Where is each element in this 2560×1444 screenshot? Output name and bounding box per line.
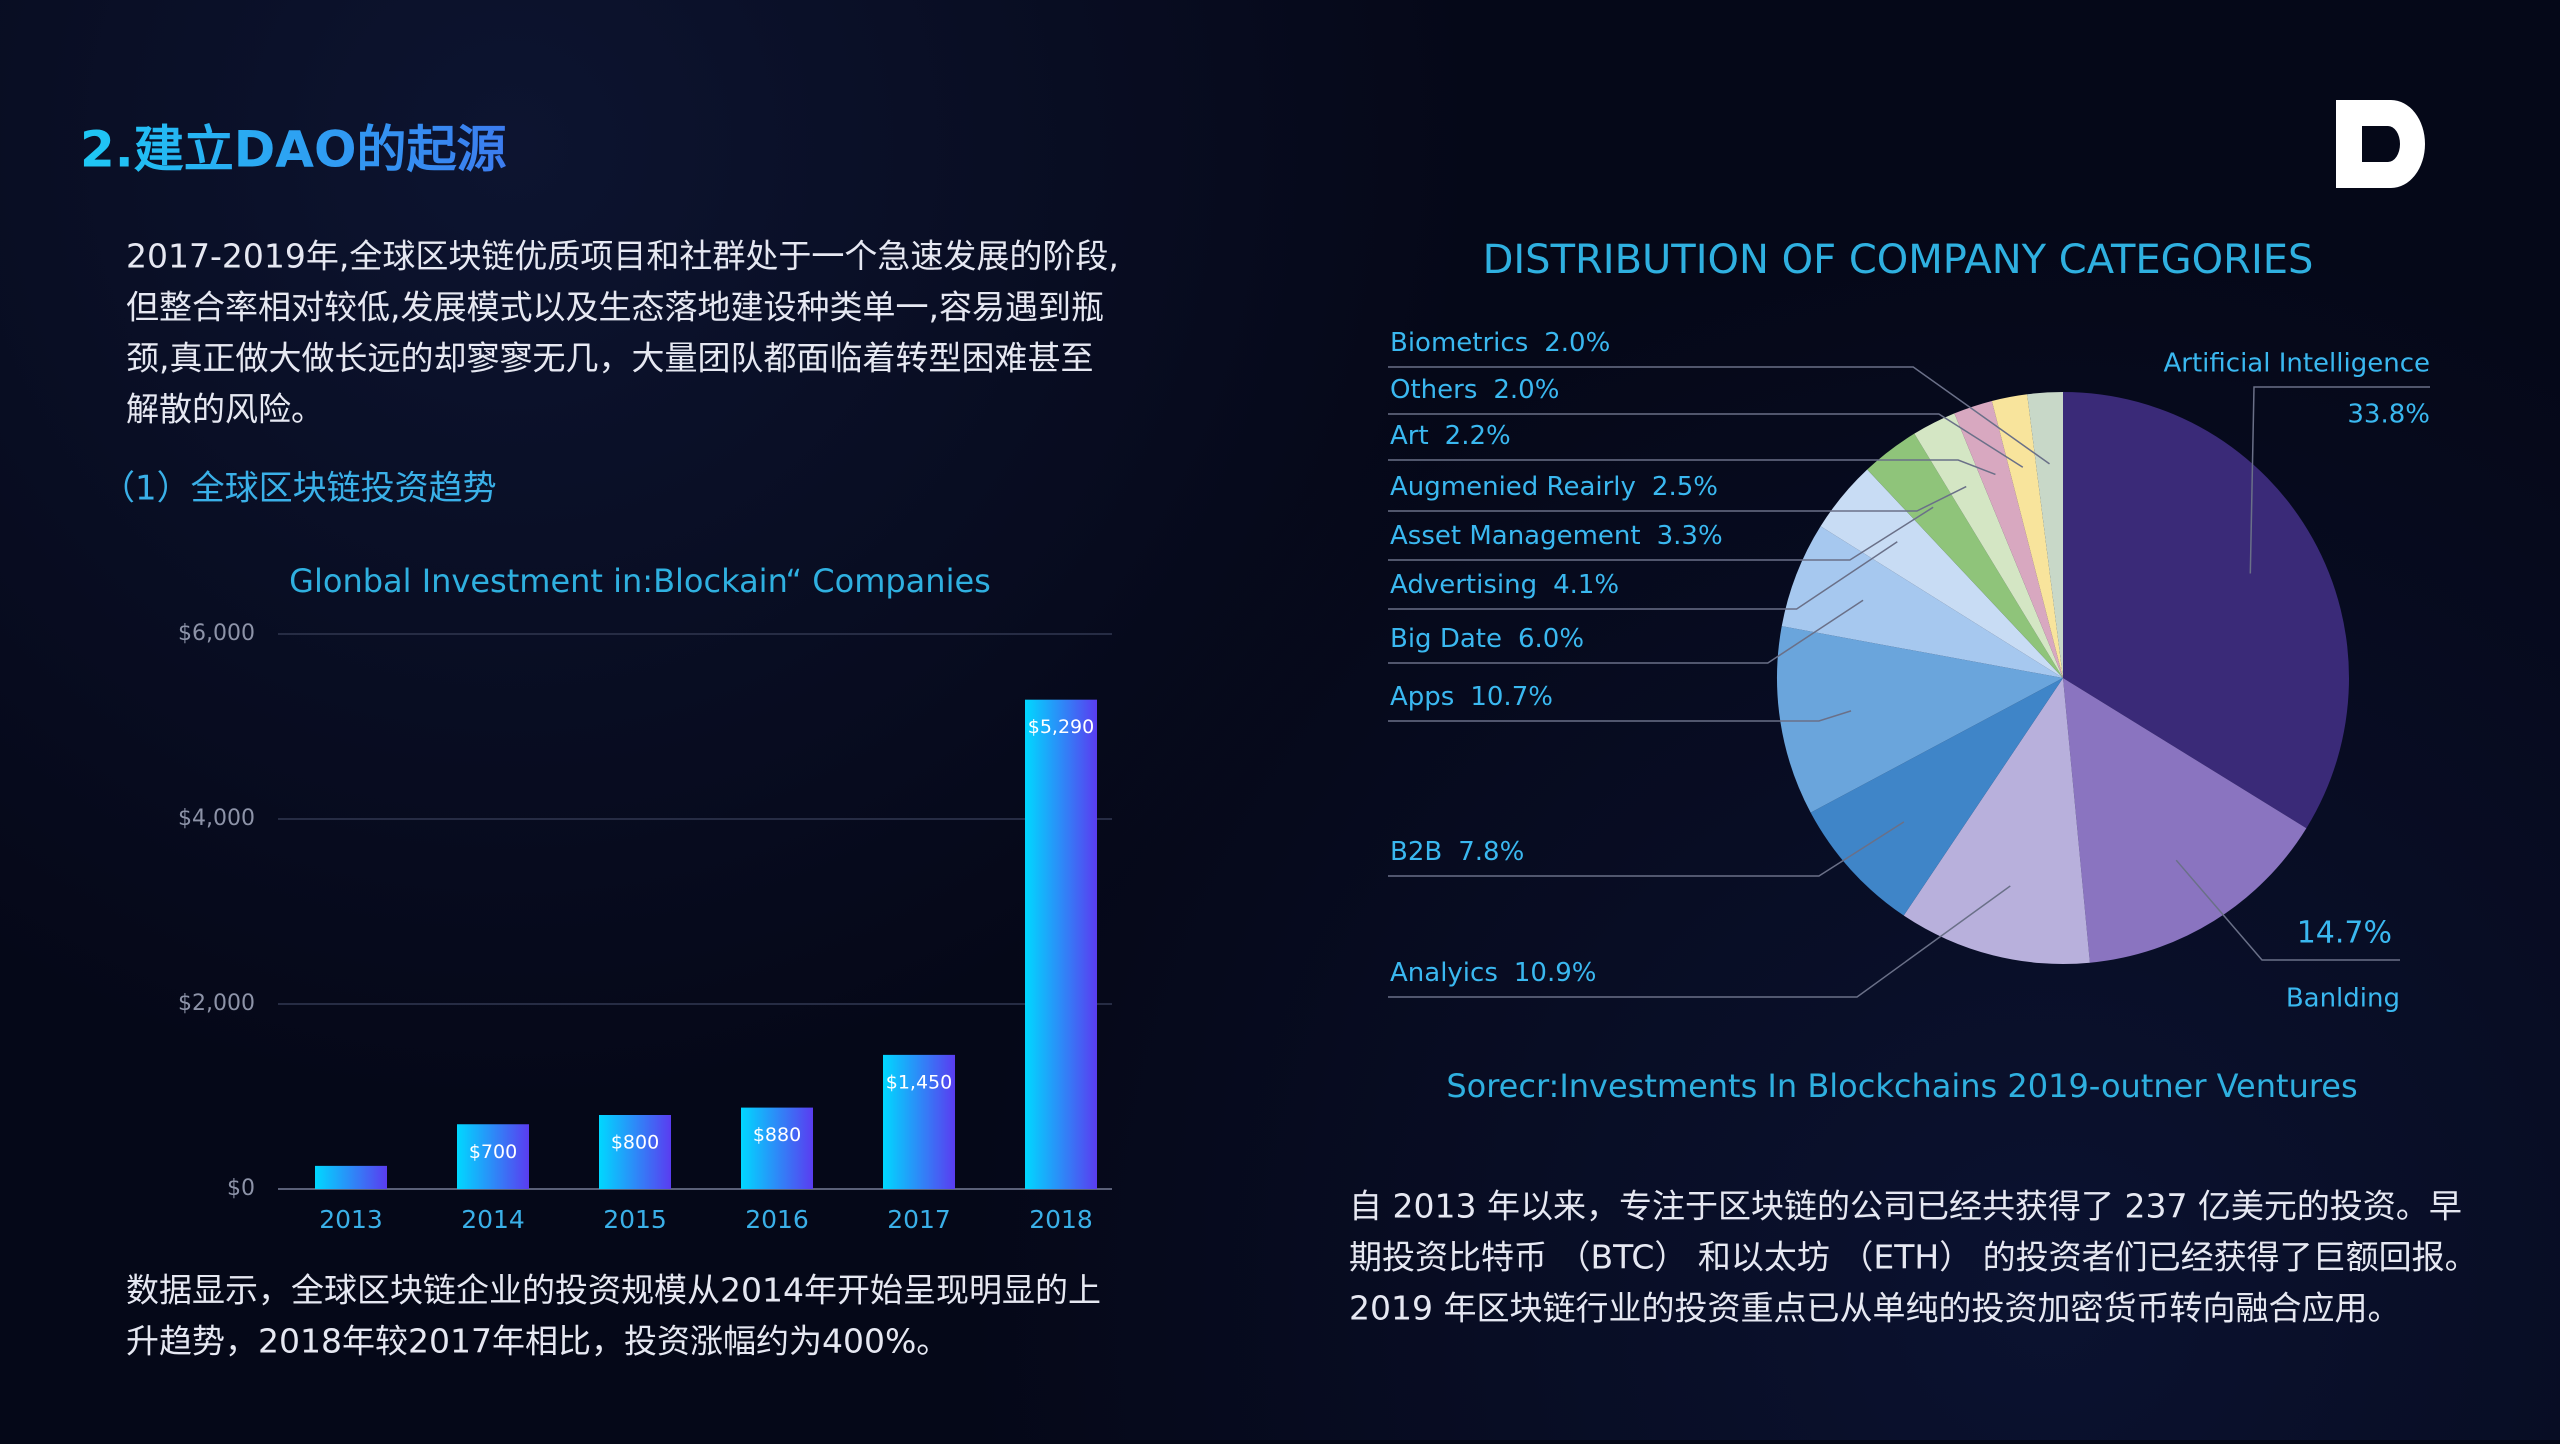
note-line: 升趋势，2018年较2017年相比，投资涨幅约为400%。 (126, 1322, 949, 1361)
intro-line: 但整合率相对较低,发展模式以及生态落地建设种类单一,容易遇到瓶 (126, 288, 1104, 327)
bar (1025, 699, 1097, 1189)
bar (883, 1054, 955, 1189)
pie-slice (1954, 400, 2063, 678)
category-name: Advertising (1390, 570, 1537, 600)
x-tick-label: 2013 (319, 1205, 383, 1234)
slice-label: Augmenied Reairly 2.5% (1390, 472, 1718, 502)
slice-label: Art 2.2% (1390, 421, 1511, 451)
intro-line: 解散的风险。 (126, 390, 324, 429)
leader-line (1388, 599, 1864, 664)
y-tick-label: $2,000 (178, 991, 255, 1016)
logo (2336, 100, 2425, 188)
x-tick-label: 2016 (745, 1205, 809, 1234)
category-name: Artificial Intelligence (2164, 349, 2431, 379)
bar (315, 1165, 387, 1189)
pie-slice (1991, 394, 2063, 678)
slice-label: Apps 10.7% (1390, 682, 1553, 712)
value-label: 3.3% (1657, 521, 1723, 551)
y-tick-label: $0 (227, 1176, 255, 1201)
pie-slice (1867, 433, 2063, 678)
leader-line (1388, 821, 1905, 877)
y-tick-label: $4,000 (178, 806, 255, 831)
category-name: Big Date (1390, 624, 1502, 654)
category-name: Augmenied Reairly (1390, 472, 1636, 502)
note-line: 数据显示，全球区块链企业的投资规模从2014年开始呈现明显的上 (126, 1271, 1101, 1310)
note-line: 期投资比特币 （BTC） 和以太坊 （ETH） 的投资者们已经获得了巨额回报。 (1349, 1238, 2478, 1277)
leader-line (2175, 859, 2400, 961)
pie-slice (1777, 626, 2063, 813)
category-name: Others (1390, 375, 1477, 405)
value-label: 6.0% (1518, 624, 1584, 654)
category-name: Analyics (1390, 958, 1498, 988)
category-name: Apps (1390, 682, 1454, 712)
pie-slice (1781, 526, 2063, 678)
value-label: 2.0% (1493, 375, 1559, 405)
chart-source: Sorecr:Investments In Blockchains 2019-o… (1446, 1067, 2357, 1105)
chart-title: Glonbal Investment in:Blockain“ Companie… (289, 562, 991, 600)
slice-label: Big Date 6.0% (1390, 624, 1584, 654)
pie-slice (2063, 392, 2349, 829)
category-name: Asset Management (1390, 521, 1641, 551)
intro-line: 颈,真正做大做长远的却寥寥无几，大量团队都面临着转型困难甚至 (126, 339, 1094, 378)
value-label: $800 (611, 1132, 659, 1154)
leader-line (1388, 506, 1934, 561)
slice-label: B2B 7.8% (1390, 837, 1524, 867)
value-label: 2.5% (1652, 472, 1718, 502)
slice-label: Advertising 4.1% (1390, 570, 1619, 600)
value-label: 10.7% (1470, 682, 1553, 712)
x-tick-label: 2014 (461, 1205, 525, 1234)
category-name: Biometrics (1390, 328, 1528, 358)
intro-line: 2017-2019年,全球区块链优质项目和社群处于一个急速发展的阶段, (126, 237, 1119, 276)
value-label: 33.8% (2347, 400, 2430, 430)
category-name: Art (1390, 421, 1429, 451)
pie-slice (1810, 678, 2063, 916)
value-label: $5,290 (1028, 716, 1094, 738)
chart-title: DISTRIBUTION OF COMPANY CATEGORIES (1483, 237, 2314, 283)
value-label: 10.9% (1514, 958, 1597, 988)
note-line: 自 2013 年以来，专注于区块链的公司已经共获得了 237 亿美元的投资。早 (1349, 1187, 2462, 1226)
value-label: 14.7% (2297, 916, 2392, 951)
value-label: $1,450 (886, 1071, 952, 1093)
slice-label: Analyics 10.9% (1390, 958, 1596, 988)
x-tick-label: 2015 (603, 1205, 667, 1234)
bar (457, 1124, 529, 1189)
slice-label: Asset Management 3.3% (1390, 521, 1723, 551)
value-label: 2.2% (1445, 421, 1511, 451)
bar (599, 1115, 671, 1189)
category-name: B2B (1390, 837, 1442, 867)
value-label: $880 (753, 1124, 801, 1146)
pie-slice (1903, 678, 2090, 964)
pie-slice (2063, 678, 2307, 963)
x-tick-label: 2018 (1029, 1205, 1093, 1234)
value-label: $700 (469, 1141, 517, 1163)
note-line: 2019 年区块链行业的投资重点已从单纯的投资加密货币转向融合应用。 (1349, 1289, 2400, 1328)
slice-label: Others 2.0% (1390, 375, 1559, 405)
leader-line (1388, 541, 1898, 610)
pie-slice (1820, 469, 2063, 678)
leader-line (2249, 386, 2430, 574)
section-heading: （1）全球区块链投资趋势 (101, 469, 497, 509)
y-tick-label: $6,000 (178, 621, 255, 646)
x-tick-label: 2017 (887, 1205, 951, 1234)
value-label: 7.8% (1458, 837, 1524, 867)
leader-line (1388, 366, 2050, 465)
pie-slice (2027, 392, 2063, 678)
slice-label: Biometrics 2.0% (1390, 328, 1610, 358)
slide-title: 2.建立DAO的起源 (80, 121, 507, 179)
category-name: Banlding (2286, 984, 2400, 1014)
leader-line (1388, 413, 2024, 468)
bar (741, 1107, 813, 1189)
value-label: 4.1% (1553, 570, 1619, 600)
leader-line (1388, 710, 1852, 722)
leader-line (1388, 459, 1996, 476)
pie-slice (1914, 413, 2063, 678)
value-label: 2.0% (1544, 328, 1610, 358)
leader-line (1388, 885, 2011, 998)
leader-line (1388, 485, 1967, 512)
